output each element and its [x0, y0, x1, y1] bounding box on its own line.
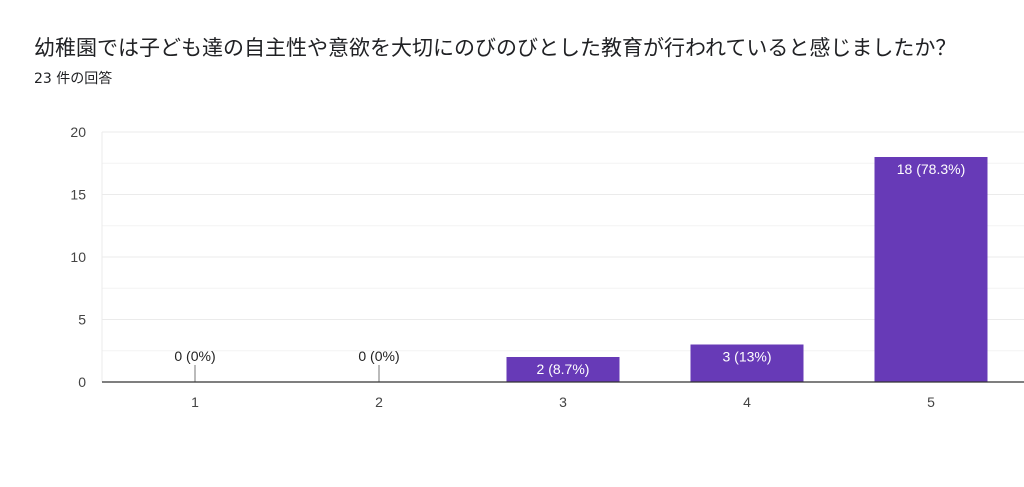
- question-title: 幼稚園では子ども達の自主性や意欲を大切にのびのびとした教育が行われていると感じま…: [34, 36, 957, 60]
- x-tick-label: 4: [743, 394, 751, 410]
- y-tick-label: 10: [70, 249, 86, 265]
- bar[interactable]: [690, 344, 804, 383]
- bar[interactable]: [506, 357, 620, 382]
- grid-lines: [101, 131, 1024, 382]
- bar-data-label: 0 (0%): [358, 348, 399, 364]
- x-tick-label: 5: [927, 394, 935, 410]
- bar[interactable]: [874, 157, 988, 382]
- y-tick-label: 15: [70, 187, 86, 203]
- response-count: 23 件の回答: [34, 71, 113, 87]
- axes: 0 5 10 15 20 1 2 3 4 5: [70, 124, 1024, 410]
- y-tick-label: 5: [78, 312, 86, 328]
- bar-data-label: 18 (78.3%): [897, 161, 965, 177]
- bar-data-label: 3 (13%): [722, 349, 771, 365]
- x-tick-label: 3: [559, 394, 567, 410]
- y-tick-label: 20: [70, 124, 86, 140]
- bars: [194, 157, 988, 383]
- x-tick-label: 1: [191, 394, 199, 410]
- bar-data-label: 0 (0%): [174, 348, 215, 364]
- x-tick-label: 2: [375, 394, 383, 410]
- y-tick-label: 0: [78, 374, 86, 390]
- data-labels: 0 (0%) 0 (0%) 2 (8.7%) 3 (13%) 18 (78.3%): [174, 161, 965, 377]
- bar-data-label: 2 (8.7%): [537, 361, 590, 377]
